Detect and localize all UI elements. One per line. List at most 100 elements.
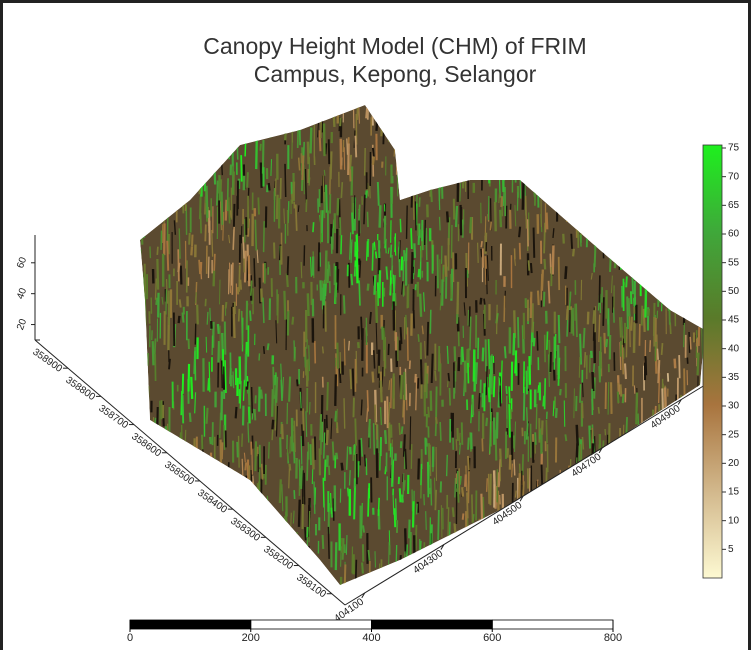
surface-spike — [598, 407, 599, 414]
colorbar-tick-label: 55 — [728, 257, 740, 268]
surface-spike — [280, 479, 281, 503]
surface-spike — [239, 436, 240, 468]
surface-spike — [547, 213, 548, 230]
surface-spike — [504, 296, 505, 322]
surface-spike — [378, 498, 379, 516]
surface-spike — [290, 436, 291, 453]
surface-spike — [593, 310, 594, 324]
surface-spike — [325, 459, 326, 480]
surface-spike — [271, 159, 272, 176]
surface-spike — [622, 345, 623, 375]
surface-spike — [402, 494, 403, 502]
surface-spike — [341, 182, 342, 198]
surface-spike — [328, 261, 329, 283]
colorbar-tick-label: 5 — [728, 544, 734, 555]
surface-spike — [284, 291, 285, 320]
scale-bar-label: 200 — [242, 632, 260, 644]
surface-spike — [361, 438, 362, 457]
surface-spike — [580, 235, 581, 247]
surface-spike — [500, 448, 501, 481]
surface-spike — [594, 364, 595, 374]
surface-spike — [519, 227, 520, 237]
surface-spike — [350, 369, 351, 389]
surface-spike — [344, 295, 345, 313]
surface-spike — [400, 488, 401, 502]
surface-spike — [237, 442, 238, 458]
surface-spike — [322, 210, 323, 233]
surface-spike — [331, 151, 332, 179]
surface-spike — [432, 354, 433, 383]
surface-spike — [245, 251, 246, 283]
surface-spike — [289, 377, 290, 402]
surface-spike — [313, 222, 314, 232]
surface-spike — [241, 155, 242, 182]
surface-spike — [420, 246, 421, 280]
surface-spike — [456, 439, 457, 450]
surface-spike — [453, 507, 454, 517]
surface-spike — [357, 251, 358, 283]
surface-spike — [292, 317, 293, 325]
surface-spike — [275, 178, 276, 196]
surface-spike — [515, 350, 516, 373]
surface-spike — [323, 535, 324, 549]
surface-spike — [245, 462, 246, 470]
surface-spike — [574, 388, 575, 418]
surface-spike — [455, 523, 456, 533]
surface-spike — [547, 332, 548, 350]
surface-spike — [439, 217, 440, 231]
surface-spike — [349, 341, 350, 351]
surface-spike — [195, 392, 196, 413]
surface-spike — [420, 294, 421, 317]
surface-spike — [248, 422, 249, 442]
surface-spike — [499, 193, 500, 203]
surface-spike — [684, 323, 685, 347]
surface-spike — [183, 395, 184, 423]
surface-spike — [389, 422, 390, 450]
surface-spike — [620, 384, 621, 396]
surface-spike — [589, 426, 590, 449]
surface-spike — [232, 263, 233, 295]
surface-spike — [467, 493, 468, 519]
surface-spike — [305, 169, 306, 203]
surface-spike — [497, 412, 498, 438]
surface-spike — [370, 312, 371, 324]
surface-spike — [301, 262, 302, 278]
surface-spike — [629, 298, 630, 316]
surface-spike — [239, 309, 240, 322]
surface-spike — [275, 375, 276, 385]
surface-spike — [326, 250, 327, 283]
surface-spike — [335, 374, 336, 406]
surface-spike — [512, 464, 513, 478]
surface-spike — [689, 332, 690, 353]
surface-spike — [365, 148, 366, 176]
scale-bar-label: 0 — [127, 632, 133, 644]
surface-spike — [296, 204, 297, 230]
surface-spike — [556, 408, 557, 418]
surface-spike — [249, 383, 250, 406]
surface-spike — [481, 241, 482, 247]
surface-spike — [380, 205, 381, 228]
surface-spike — [218, 341, 219, 363]
surface-spike — [374, 275, 375, 295]
surface-spike — [468, 438, 469, 450]
surface-spike — [448, 381, 449, 387]
surface-spike — [207, 312, 208, 325]
surface-spike — [156, 298, 157, 305]
surface-spike — [565, 266, 566, 279]
surface-spike — [412, 252, 413, 284]
surface-spike — [201, 270, 202, 279]
surface-spike — [366, 108, 367, 118]
surface-spike — [497, 305, 498, 334]
surface-spike — [576, 304, 577, 337]
surface-spike — [405, 369, 406, 400]
surface-spike — [435, 490, 436, 510]
colorbar-tick-label: 75 — [728, 143, 740, 154]
surface-spike — [438, 510, 439, 540]
surface-spike — [294, 421, 295, 452]
surface-spike — [526, 196, 527, 229]
surface-spike — [372, 243, 373, 271]
surface-spike — [240, 280, 241, 290]
surface-spike — [332, 228, 333, 249]
surface-spike — [252, 387, 253, 413]
surface-spike — [625, 363, 626, 379]
